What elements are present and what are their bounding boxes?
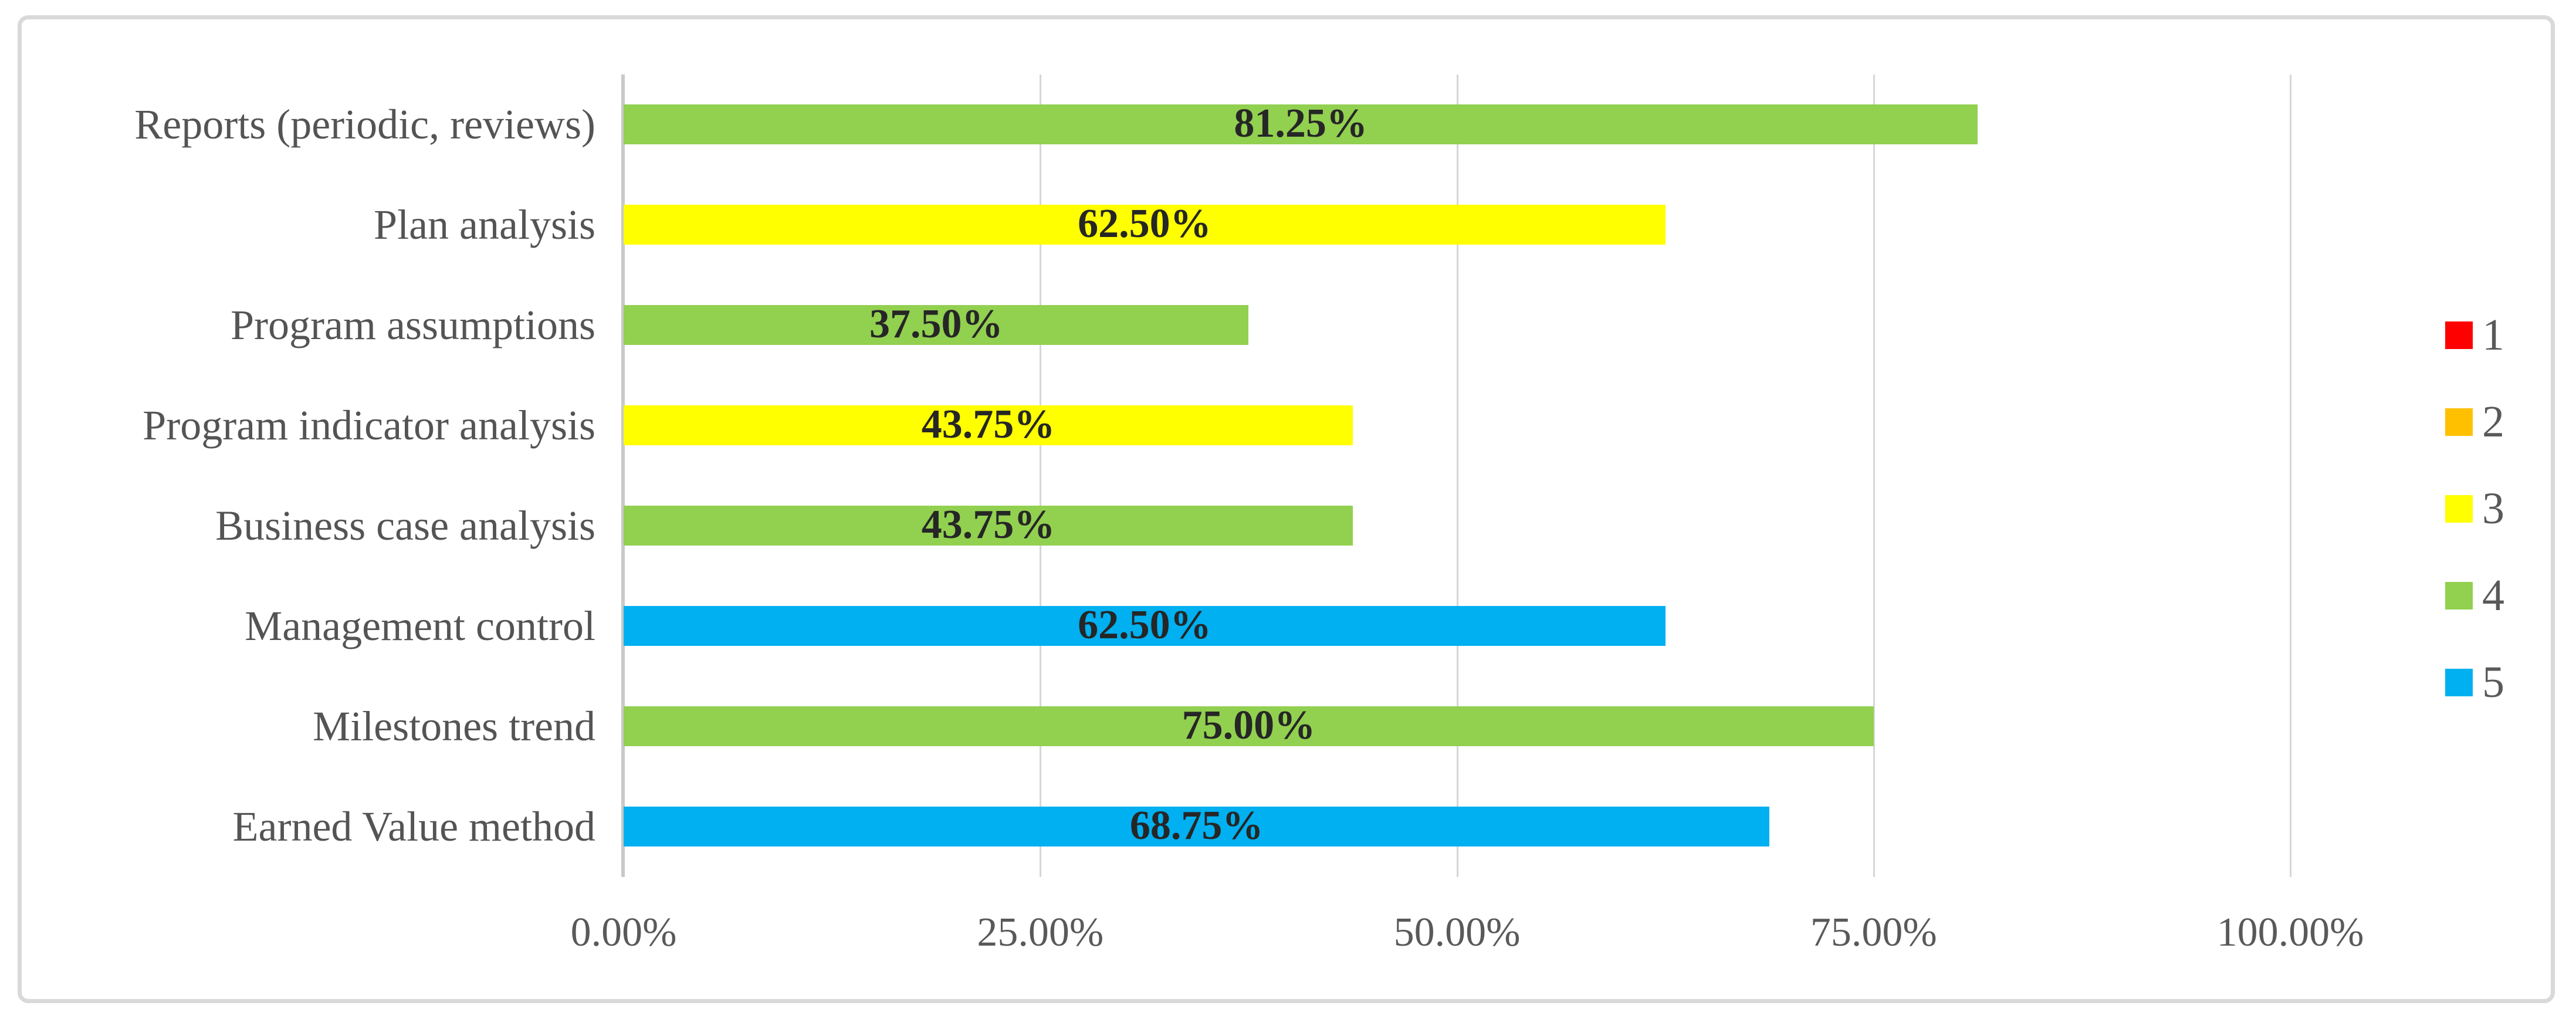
- x-tick-label-75: 75.00%: [1810, 910, 1937, 955]
- legend-item-label: 2: [2482, 397, 2504, 446]
- gridline-100: [2290, 75, 2291, 877]
- bar-row-program-indicator-analysis: 43.75%: [624, 375, 2290, 476]
- gridline-50: [1456, 75, 1458, 877]
- bar-row-milestones-trend: 75.00%: [624, 676, 2290, 777]
- bar-reports-periodic-reviews: [624, 104, 1978, 144]
- legend-item-label: 5: [2482, 658, 2504, 707]
- bar-row-business-case-analysis: 43.75%: [624, 476, 2290, 576]
- category-label-plan-analysis: Plan analysis: [374, 201, 595, 248]
- bar-value-label-reports-periodic-reviews: 81.25%: [1234, 101, 1367, 146]
- bar-row-management-control: 62.50%: [624, 576, 2290, 676]
- bar-earned-value-method: [624, 807, 1770, 846]
- category-label-business-case-analysis: Business case analysis: [215, 502, 595, 549]
- legend-swatch-1-icon: [2445, 321, 2473, 349]
- bar-row-plan-analysis: 62.50%: [624, 175, 2290, 275]
- x-tick-label-0: 0.00%: [570, 910, 677, 955]
- bar-milestones-trend: [624, 706, 1874, 746]
- legend-item-label: 3: [2482, 484, 2504, 533]
- x-tick-label-100: 100.00%: [2216, 910, 2364, 955]
- bar-program-assumptions: [624, 305, 1249, 345]
- bar-value-label-program-assumptions: 37.50%: [869, 302, 1003, 347]
- category-label-earned-value-method: Earned Value method: [232, 803, 595, 850]
- plot-area: 81.25% 62.50% 37.50% 43.75% 43.75% 62.50% 75.0…: [621, 75, 2291, 877]
- bar-value-label-business-case-analysis: 43.75%: [921, 502, 1055, 547]
- x-tick-label-25: 25.00%: [977, 910, 1104, 955]
- bar-row-earned-value-method: 68.75%: [624, 777, 2290, 877]
- legend-item-3: 3: [2445, 465, 2504, 552]
- x-axis: 0.00% 25.00% 50.00% 75.00% 100.00%: [571, 909, 2364, 974]
- legend-swatch-3-icon: [2445, 495, 2473, 523]
- legend-item-5: 5: [2445, 639, 2504, 726]
- category-axis: Reports (periodic, reviews) Plan analysis…: [23, 75, 595, 877]
- y-axis-line: [621, 75, 625, 877]
- category-label-program-assumptions: Program assumptions: [231, 302, 595, 348]
- legend-item-4: 4: [2445, 552, 2504, 639]
- category-label-reports-periodic-reviews: Reports (periodic, reviews): [134, 101, 595, 148]
- legend-item-2: 2: [2445, 378, 2504, 465]
- bar-value-label-program-indicator-analysis: 43.75%: [921, 402, 1055, 447]
- bar-value-label-milestones-trend: 75.00%: [1182, 703, 1316, 748]
- bar-row-reports-periodic-reviews: 81.25%: [624, 75, 2290, 175]
- x-tick-label-50: 50.00%: [1393, 910, 1521, 955]
- bar-program-indicator-analysis: [624, 405, 1353, 445]
- bar-value-label-earned-value-method: 68.75%: [1129, 803, 1264, 848]
- bar-value-label-plan-analysis: 62.50%: [1078, 201, 1211, 246]
- legend-item-label: 1: [2482, 310, 2504, 360]
- category-label-management-control: Management control: [245, 602, 595, 649]
- legend-swatch-4-icon: [2445, 581, 2473, 609]
- bar-management-control: [624, 606, 1666, 646]
- bar-business-case-analysis: [624, 506, 1353, 546]
- category-label-milestones-trend: Milestones trend: [313, 703, 595, 750]
- legend-swatch-5-icon: [2445, 668, 2473, 696]
- bar-row-program-assumptions: 37.50%: [624, 275, 2290, 375]
- bar-plan-analysis: [624, 205, 1666, 245]
- legend-swatch-2-icon: [2445, 408, 2473, 436]
- category-label-program-indicator-analysis: Program indicator analysis: [143, 402, 595, 449]
- gridline-25: [1040, 75, 1042, 877]
- legend-item-label: 4: [2482, 571, 2504, 620]
- gridline-75: [1873, 75, 1875, 877]
- legend: 1 2 3 4 5: [2445, 292, 2504, 726]
- bar-value-label-management-control: 62.50%: [1078, 602, 1211, 648]
- legend-item-1: 1: [2445, 292, 2504, 378]
